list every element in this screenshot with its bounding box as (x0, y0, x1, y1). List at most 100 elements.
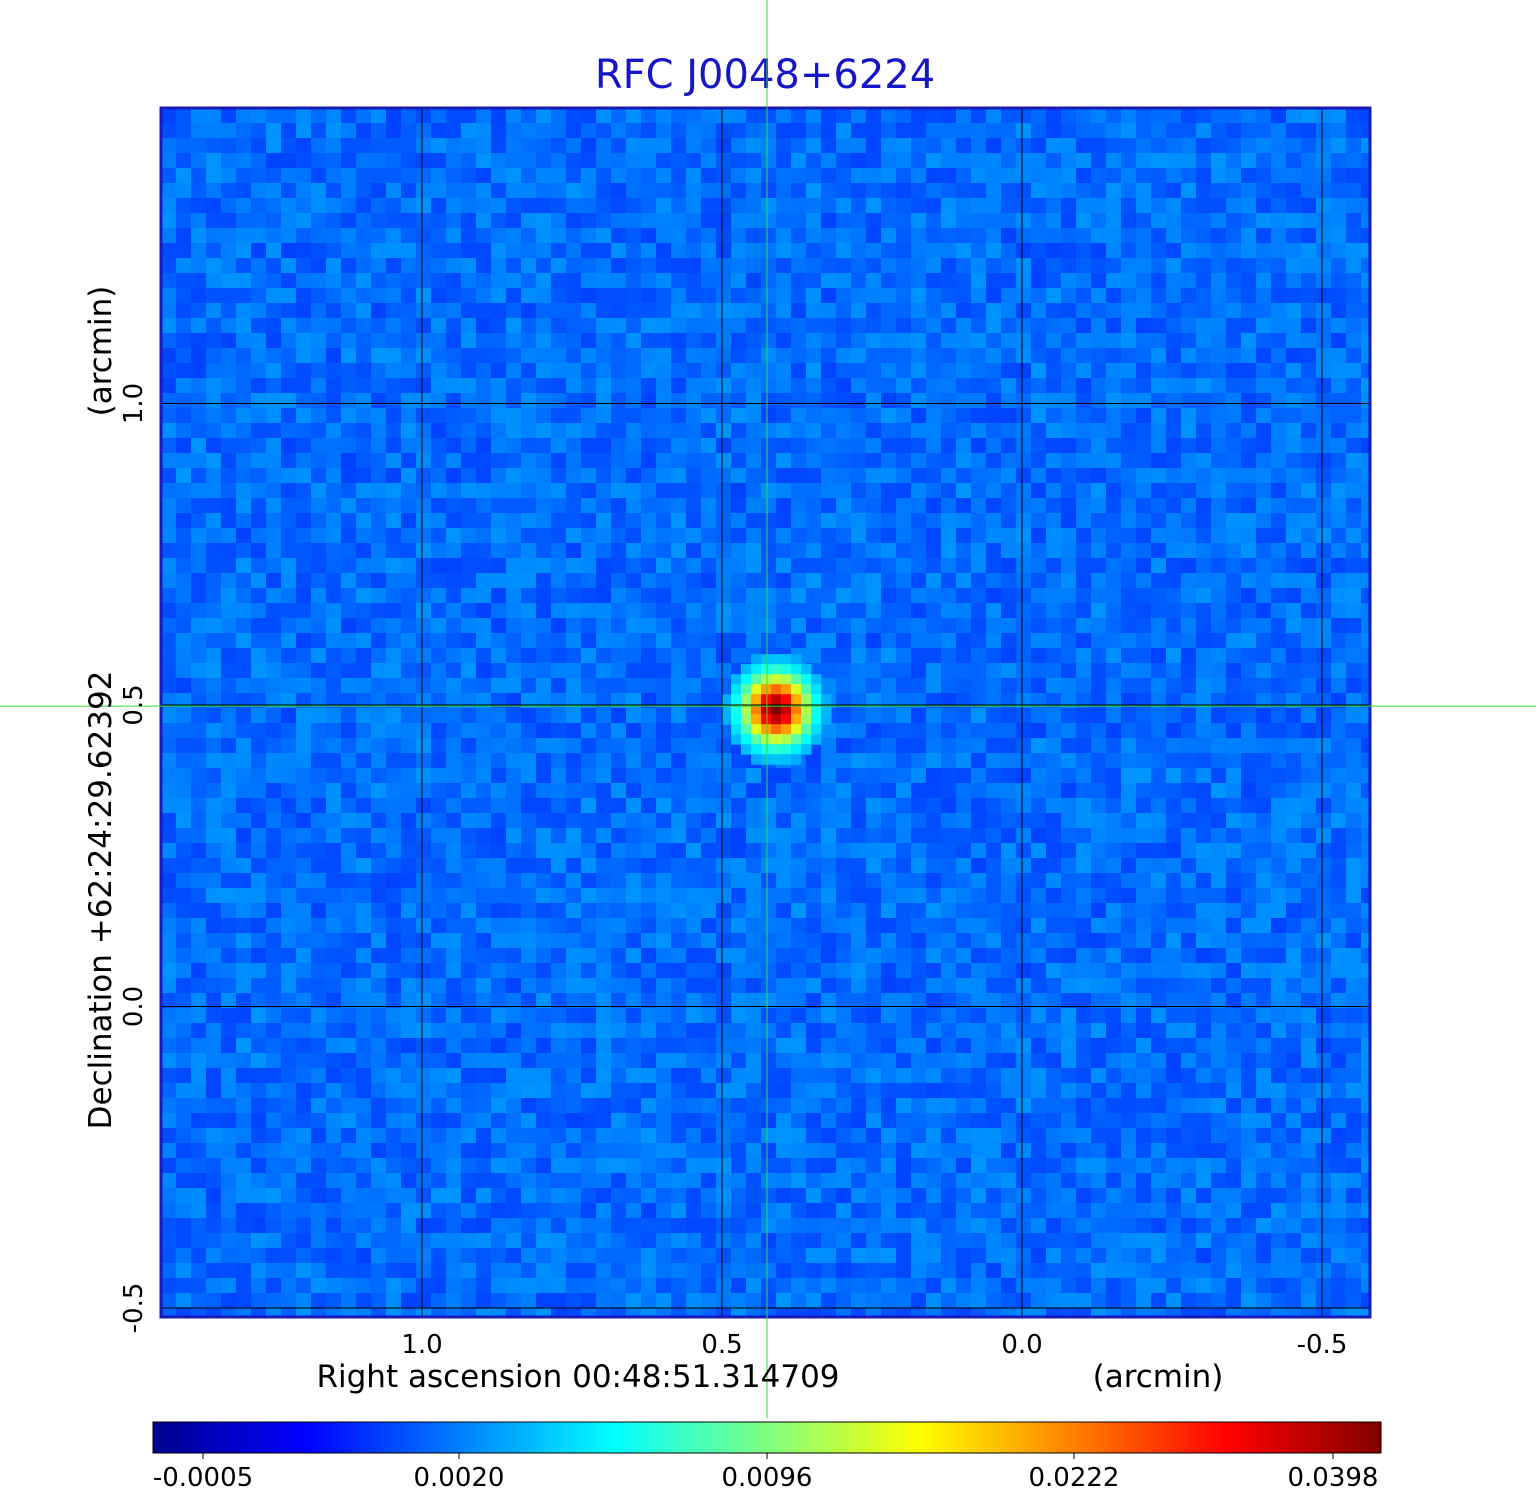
noise-pixel (506, 813, 521, 828)
noise-pixel (821, 648, 836, 663)
noise-pixel (731, 843, 746, 858)
noise-pixel (296, 1008, 311, 1023)
noise-pixel (266, 963, 281, 978)
noise-pixel (176, 783, 191, 798)
noise-pixel (1166, 858, 1181, 873)
noise-pixel (326, 108, 341, 123)
noise-pixel (491, 783, 506, 798)
noise-pixel (1106, 753, 1121, 768)
noise-pixel (1271, 753, 1286, 768)
noise-pixel (866, 558, 881, 573)
noise-pixel (986, 873, 1001, 888)
noise-pixel (1301, 753, 1316, 768)
noise-pixel (881, 993, 896, 1008)
noise-pixel (1361, 213, 1370, 228)
noise-pixel (236, 378, 251, 393)
noise-pixel (731, 618, 746, 633)
noise-pixel (386, 378, 401, 393)
noise-pixel (701, 603, 716, 618)
noise-pixel (1091, 918, 1106, 933)
noise-pixel (1271, 528, 1286, 543)
noise-pixel (1361, 813, 1370, 828)
noise-pixel (536, 933, 551, 948)
noise-pixel (341, 753, 356, 768)
noise-pixel (1016, 783, 1031, 798)
noise-pixel (491, 513, 506, 528)
noise-pixel (521, 408, 536, 423)
noise-pixel (1316, 273, 1331, 288)
noise-pixel (416, 723, 431, 738)
noise-pixel (371, 993, 386, 1008)
noise-pixel (1196, 228, 1211, 243)
noise-pixel (1091, 498, 1106, 513)
noise-pixel (761, 873, 776, 888)
noise-pixel (311, 828, 326, 843)
noise-pixel (446, 1008, 461, 1023)
noise-pixel (1016, 888, 1031, 903)
noise-pixel (791, 243, 806, 258)
noise-pixel (491, 708, 506, 723)
noise-pixel (656, 243, 671, 258)
noise-pixel (656, 888, 671, 903)
noise-pixel (1106, 348, 1121, 363)
noise-pixel (1076, 648, 1091, 663)
noise-pixel (1346, 798, 1361, 813)
noise-pixel (491, 828, 506, 843)
noise-pixel (716, 978, 731, 993)
noise-pixel (326, 903, 341, 918)
noise-pixel (641, 393, 656, 408)
noise-pixel (986, 453, 1001, 468)
noise-pixel (1271, 633, 1286, 648)
noise-pixel (971, 978, 986, 993)
noise-pixel (821, 213, 836, 228)
noise-pixel (1271, 273, 1286, 288)
noise-pixel (1226, 813, 1241, 828)
noise-pixel (776, 963, 791, 978)
noise-pixel (896, 378, 911, 393)
noise-pixel (881, 453, 896, 468)
noise-pixel (326, 348, 341, 363)
noise-pixel (416, 183, 431, 198)
noise-pixel (671, 363, 686, 378)
noise-pixel (791, 168, 806, 183)
noise-pixel (1136, 798, 1151, 813)
noise-pixel (566, 888, 581, 903)
noise-pixel (776, 1008, 791, 1023)
noise-pixel (986, 633, 1001, 648)
noise-pixel (551, 183, 566, 198)
noise-pixel (281, 273, 296, 288)
noise-pixel (446, 903, 461, 918)
noise-pixel (446, 978, 461, 993)
noise-pixel (1346, 108, 1361, 123)
noise-pixel (1346, 978, 1361, 993)
noise-pixel (896, 438, 911, 453)
noise-pixel (1016, 873, 1031, 888)
noise-pixel (761, 363, 776, 378)
noise-pixel (251, 378, 266, 393)
noise-pixel (176, 753, 191, 768)
noise-pixel (911, 513, 926, 528)
noise-pixel (491, 618, 506, 633)
noise-pixel (806, 768, 821, 783)
noise-pixel (1121, 333, 1136, 348)
noise-pixel (716, 678, 731, 693)
noise-pixel (1211, 738, 1226, 753)
noise-pixel (821, 573, 836, 588)
noise-pixel (326, 408, 341, 423)
noise-pixel (266, 933, 281, 948)
noise-pixel (1166, 273, 1181, 288)
noise-pixel (596, 543, 611, 558)
noise-pixel (326, 618, 341, 633)
noise-pixel (356, 723, 371, 738)
noise-pixel (686, 858, 701, 873)
noise-pixel (761, 783, 776, 798)
noise-pixel (191, 753, 206, 768)
noise-pixel (1346, 963, 1361, 978)
noise-pixel (491, 798, 506, 813)
noise-pixel (1016, 378, 1031, 393)
noise-pixel (341, 138, 356, 153)
noise-pixel (1361, 588, 1370, 603)
noise-pixel (296, 768, 311, 783)
noise-pixel (1046, 183, 1061, 198)
noise-pixel (941, 798, 956, 813)
